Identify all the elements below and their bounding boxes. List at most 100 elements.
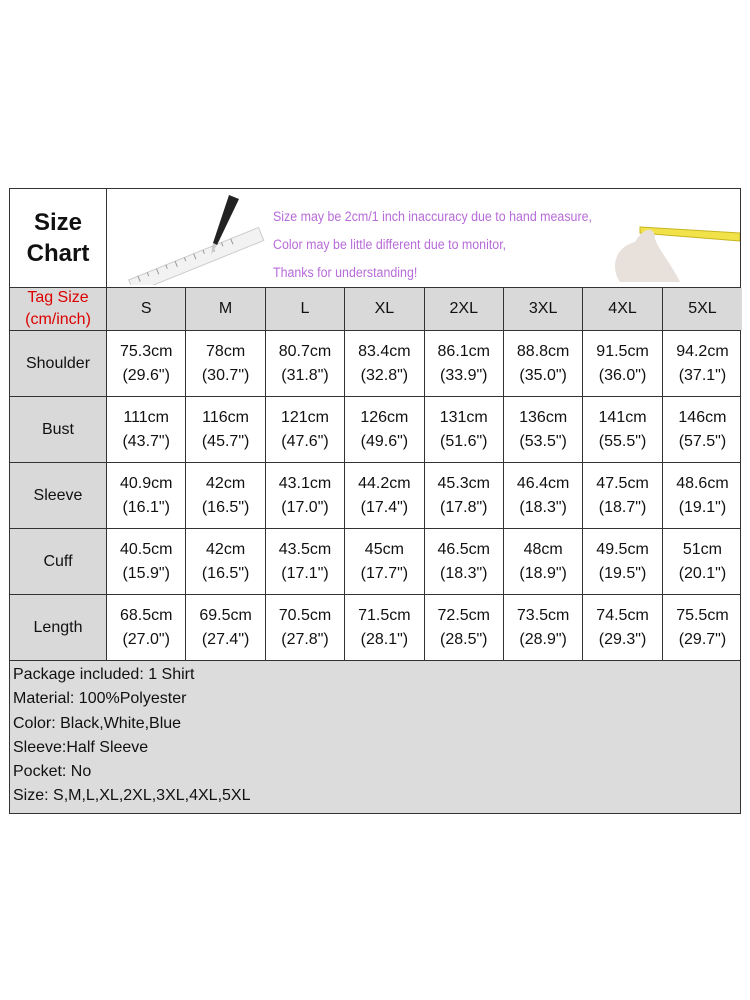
notice-line: Thanks for understanding! [273,265,418,280]
value-inch: (49.6") [360,432,409,450]
value-inch: (17.0") [281,498,329,516]
value-cm: 42cm [206,474,246,492]
value-inch: (35.0") [519,366,567,384]
value-cm: 70.5cm [278,606,332,624]
measurement-cell: 88.8cm (35.0") [504,331,584,396]
measurement-row-shoulder: Shoulder 75.3cm (29.6") 78cm (30.7") 80.7cm (3… [10,331,740,397]
measurement-label: Shoulder [10,331,107,396]
value-cm: 45.3cm [437,474,490,492]
size-header-4xl: 4XL [583,288,663,330]
value-cm: 116cm [202,408,249,426]
measurement-cell: 121cm (47.6") [266,397,346,462]
value-cm: 146cm [678,408,727,426]
value-inch: (28.9") [519,630,567,648]
measurement-cell: 47.5cm (18.7") [583,463,663,528]
tag-size-label-line: (cm/inch) [25,311,91,328]
measurement-cell: 80.7cm (31.8") [266,331,346,396]
size-header-5xl: 5XL [662,288,743,330]
value-inch: (16.5") [201,564,250,582]
measurement-cell: 86.1cm (33.9") [425,331,504,396]
measurement-label: Sleeve [10,463,107,528]
value-inch: (18.7") [598,498,647,516]
size-header-3xl: 3XL [503,288,584,330]
value-inch: (32.8") [360,366,409,384]
value-cm: 121cm [280,408,329,426]
title-line: Size [33,209,83,236]
size-header-2xl: 2XL [424,288,504,330]
measurement-cell: 43.1cm (17.0") [266,463,346,528]
tag-size-row: Tag Size (cm/inch) S M L XL 2XL 3XL 4XL 5XL [10,288,743,331]
value-cm: 43.5cm [278,540,332,558]
measurement-label: Cuff [10,529,107,594]
tag-size-label: Tag Size (cm/inch) [10,288,107,330]
value-cm: 75.3cm [119,342,173,360]
measurement-row-bust: Bust 111cm (43.7") 116cm (45.7") 121cm (47.6")… [10,397,740,463]
value-inch: (31.8") [281,366,329,384]
value-cm: 72.5cm [437,606,490,624]
value-inch: (29.7") [678,630,727,648]
measurement-cell: 78cm (30.7") [186,331,266,396]
measurement-cell: 42cm (16.5") [186,529,266,594]
hand-tape-measure-illustration-icon [615,226,740,282]
measurement-cell: 40.9cm (16.1") [107,463,187,528]
header-row: Size Chart Size may be 2cm/1 inch inaccu… [10,189,740,288]
value-inch: (27.4") [201,630,250,648]
value-cm: 73.5cm [516,606,570,624]
size-header-m: M [186,288,266,330]
value-cm: 51cm [682,540,722,558]
measurement-cell: 131cm (51.6") [425,397,504,462]
value-cm: 46.5cm [437,540,490,558]
title-line: Chart [26,240,90,267]
value-inch: (55.5") [598,432,647,450]
value-inch: (17.7") [360,564,409,582]
value-inch: (15.9") [122,564,170,582]
measurement-cell: 73.5cm (28.9") [504,595,584,660]
measurement-cell: 51cm (20.1") [663,529,742,594]
value-cm: 45cm [364,540,404,558]
value-inch: (17.1") [281,564,329,582]
measurement-cell: 42cm (16.5") [186,463,266,528]
value-cm: 46.4cm [516,474,570,492]
measurement-label: Bust [10,397,107,462]
value-inch: (28.1") [360,630,409,648]
pencil-ruler-illustration-icon [128,195,265,285]
value-inch: (45.7") [201,432,250,450]
value-inch: (27.0") [122,630,170,648]
measurement-cell: 75.5cm (29.7") [663,595,742,660]
value-inch: (16.1") [122,498,170,516]
value-cm: 40.9cm [119,474,173,492]
size-header-xl: XL [345,288,425,330]
value-cm: 88.8cm [516,342,570,360]
value-cm: 80.7cm [278,342,332,360]
value-inch: (51.6") [440,432,488,450]
measurement-cell: 45cm (17.7") [345,529,425,594]
value-cm: 126cm [360,408,409,426]
notice-line: Color may be little different due to mon… [273,237,507,252]
measurement-cell: 43.5cm (17.1") [266,529,346,594]
value-cm: 136cm [519,408,568,426]
value-cm: 83.4cm [358,342,411,360]
value-inch: (53.5") [519,432,567,450]
measurement-cell: 49.5cm (19.5") [583,529,663,594]
value-cm: 71.5cm [358,606,411,624]
value-cm: 69.5cm [199,606,252,624]
info-package: Package included: 1 Shirt [13,666,195,683]
value-cm: 78cm [206,342,246,360]
info-pocket: Pocket: No [13,763,92,781]
value-cm: 40.5cm [119,540,173,558]
measurement-cell: 72.5cm (28.5") [425,595,504,660]
measurement-cell: 48.6cm (19.1") [663,463,742,528]
measurement-cell: 74.5cm (29.3") [583,595,663,660]
value-cm: 44.2cm [358,474,411,492]
measurement-cell: 83.4cm (32.8") [345,331,425,396]
measurement-row-length: Length 68.5cm (27.0") 69.5cm (27.4") 70.5cm (2… [10,595,740,661]
value-inch: (43.7") [122,432,170,450]
value-inch: (29.3") [598,630,647,648]
value-cm: 75.5cm [676,606,729,624]
value-inch: (33.9") [440,366,488,384]
measurement-cell: 136cm (53.5") [504,397,584,462]
info-size: Size: S,M,L,XL,2XL,3XL,4XL,5XL [13,787,251,805]
measurement-cell: 111cm (43.7") [107,397,187,462]
value-inch: (29.6") [122,366,170,384]
value-cm: 48.6cm [676,474,729,492]
